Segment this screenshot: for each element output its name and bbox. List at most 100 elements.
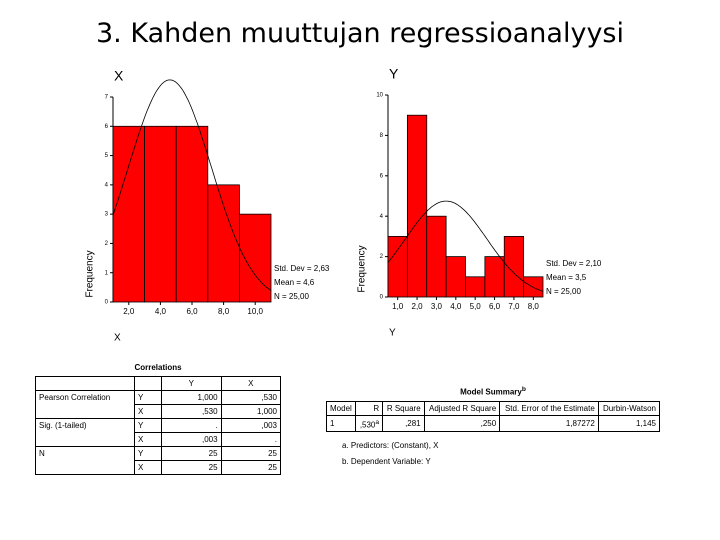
- y-tick-label: 0: [380, 295, 384, 301]
- stats-label: N = 25,00: [546, 287, 581, 296]
- cell: 25: [161, 460, 222, 475]
- charts: X X Frequency 0 1 2 3 4 5 6 7 2,0 4,0 6,0 8,0 10,0 Std. …: [85, 66, 602, 344]
- y-axis-label: Frequency: [357, 245, 368, 292]
- y-tick-label: 0: [105, 300, 109, 306]
- y-tick-label: 7: [105, 95, 109, 101]
- cell: ,003: [161, 432, 222, 447]
- cell: N: [35, 446, 135, 461]
- y-tick-label: 1: [105, 270, 109, 276]
- header-cell: R: [355, 400, 384, 416]
- cell: Sig. (1-tailed): [35, 418, 135, 433]
- cell: Pearson Correlation: [35, 390, 135, 405]
- cell: Y: [133, 390, 163, 405]
- correlations-table: Y X Pearson Correlation Y 1,000,530 X ,530 1,00…: [35, 376, 282, 475]
- x-tick-label: 1,0: [392, 302, 404, 311]
- row: N Y 25 25: [35, 446, 282, 461]
- y-tick-label: 3: [105, 212, 109, 218]
- stats-label: Std. Dev = 2,10: [546, 259, 602, 268]
- y-tick-label: 2: [105, 241, 109, 247]
- header-row: Model R R Square Adjusted R Square Std. Erro…: [325, 400, 661, 416]
- x-tick-label: 6,0: [489, 302, 501, 311]
- y-axis-label: Frequency: [85, 250, 96, 297]
- y-tick-label: 8: [380, 133, 384, 139]
- cell: ,530a: [355, 414, 384, 433]
- row: Sig. (1-tailed) Y. ,003: [35, 418, 282, 433]
- bar: [207, 184, 240, 303]
- header-cell: [133, 376, 163, 391]
- table-title: Model Summaryb: [326, 386, 660, 397]
- x-tick-label: 3,0: [431, 302, 443, 311]
- cell: Y: [133, 418, 163, 433]
- stats-label: Mean = 3,5: [546, 273, 587, 282]
- row: X ,003.: [35, 432, 282, 447]
- cell: 25: [220, 446, 282, 461]
- x-tick-label: 10,0: [247, 307, 263, 316]
- cell: ,250: [423, 414, 501, 433]
- cell: [35, 460, 135, 475]
- row: Pearson Correlation Y 1,000,530: [35, 390, 282, 405]
- footnote: b. Dependent Variable: Y: [342, 457, 431, 467]
- table-title: Correlations: [134, 363, 182, 372]
- footnotes: a. Predictors: (Constant), X b. Dependent…: [326, 438, 660, 470]
- bar: [406, 114, 428, 298]
- x-tick-label: 4,0: [155, 307, 167, 316]
- header-cell: Std. Error of the Estimate: [499, 400, 599, 416]
- x-tick-label: 2,0: [412, 302, 424, 311]
- cell-text: ,530: [359, 420, 376, 430]
- y-tick-label: 6: [105, 124, 109, 130]
- title-text: Model Summary: [460, 387, 522, 397]
- stats-label: Mean = 4,6: [274, 278, 315, 287]
- cell: ,003: [220, 418, 282, 433]
- slide-title: 3. Kahden muuttujan regressioanalyysi: [96, 18, 624, 49]
- cell: .: [220, 432, 282, 447]
- stats-label: Std. Dev = 2,63: [274, 264, 330, 273]
- bar: [484, 256, 505, 298]
- chart-title: X: [114, 68, 124, 84]
- x-tick-label: 8,0: [218, 307, 230, 316]
- cell: [35, 432, 135, 447]
- y-tick-label: 4: [380, 214, 384, 220]
- bar: [144, 125, 177, 303]
- x-tick-label: 5,0: [470, 302, 482, 311]
- cell: 1: [325, 414, 357, 433]
- row: X ,530 1,000: [35, 404, 282, 419]
- y-tick-label: 6: [380, 173, 384, 179]
- cell: ,281: [382, 414, 425, 433]
- row: X 25 25: [35, 460, 282, 475]
- bar: [445, 256, 466, 298]
- header-cell: [35, 376, 135, 391]
- cell: 25: [161, 446, 222, 461]
- y-tick-label: 5: [105, 153, 109, 159]
- title-note: b: [521, 386, 526, 393]
- cell: [35, 404, 135, 419]
- cell-text: 1,145: [635, 418, 656, 428]
- header-cell: Y: [161, 376, 222, 391]
- cell-text: ,250: [480, 418, 497, 428]
- stats-label: N = 25,00: [274, 292, 309, 301]
- bar: [465, 276, 486, 298]
- x-axis-label: X: [114, 333, 121, 344]
- normal-curve: [112, 79, 272, 291]
- bar: [112, 125, 146, 303]
- bar: [175, 125, 209, 303]
- header-cell: R Square: [382, 400, 425, 416]
- cell: X: [133, 432, 163, 447]
- bar: [387, 235, 408, 298]
- header-cell: X: [220, 376, 282, 391]
- cell: 1,000: [161, 390, 222, 405]
- x-tick-label: 2,0: [123, 307, 135, 316]
- chart-title: Y: [389, 66, 399, 82]
- header-cell: Durbin-Watson: [597, 400, 661, 416]
- y-tick-label: 4: [105, 182, 109, 188]
- normal-curve: [387, 200, 544, 292]
- header-cell: Model: [325, 400, 357, 416]
- cell: ,530: [161, 404, 222, 419]
- model-summary-table: Model R R Square Adjusted R Square Std. Erro…: [325, 400, 661, 433]
- cell: 1,000: [220, 404, 282, 419]
- x-tick-label: 4,0: [450, 302, 462, 311]
- cell: 1,145: [597, 414, 661, 433]
- bar: [238, 213, 272, 303]
- x-tick-label: 7,0: [508, 302, 520, 311]
